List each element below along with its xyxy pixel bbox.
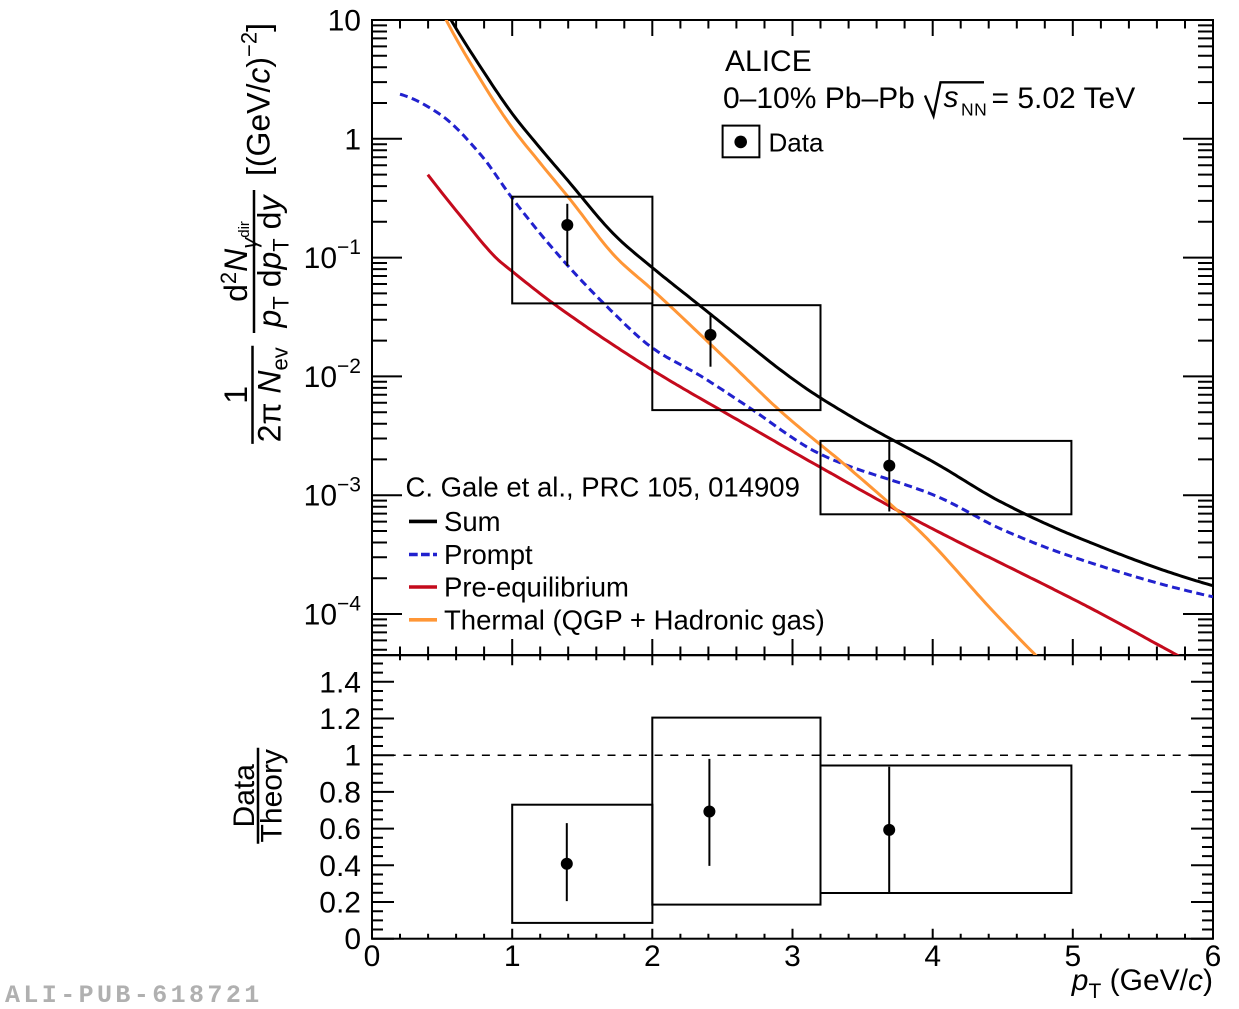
svg-text:3: 3 xyxy=(784,940,801,973)
svg-text:1: 1 xyxy=(344,740,361,773)
svg-text:ALICE: ALICE xyxy=(725,45,812,78)
svg-text:pT (GeV/c): pT (GeV/c) xyxy=(1071,964,1213,1003)
svg-text:0–10% Pb–Pb: 0–10% Pb–Pb xyxy=(723,82,915,115)
svg-text:Thermal (QGP + Hadronic gas): Thermal (QGP + Hadronic gas) xyxy=(444,604,825,635)
svg-text:0.8: 0.8 xyxy=(319,776,361,809)
svg-text:C. Gale et al., PRC 105, 01490: C. Gale et al., PRC 105, 014909 xyxy=(406,472,800,503)
svg-text:0.2: 0.2 xyxy=(319,887,361,920)
svg-text:1: 1 xyxy=(504,940,521,973)
svg-text:5: 5 xyxy=(1064,940,1081,973)
svg-text:Sum: Sum xyxy=(444,506,501,537)
svg-text:Data: Data xyxy=(228,764,261,828)
svg-text:4: 4 xyxy=(924,940,941,973)
svg-text:2: 2 xyxy=(644,940,661,973)
svg-text:Pre-equilibrium: Pre-equilibrium xyxy=(444,572,629,603)
svg-text:= 5.02 TeV: = 5.02 TeV xyxy=(992,82,1136,115)
svg-text:1.4: 1.4 xyxy=(319,666,361,699)
svg-text:Theory: Theory xyxy=(256,749,289,842)
svg-text:s: s xyxy=(944,81,959,114)
svg-text:0.6: 0.6 xyxy=(319,813,361,846)
svg-text:0: 0 xyxy=(364,940,381,973)
svg-text:1.2: 1.2 xyxy=(319,703,361,736)
svg-text:NN: NN xyxy=(961,100,987,120)
svg-text:ALI-PUB-618721: ALI-PUB-618721 xyxy=(5,981,263,1009)
svg-text:1: 1 xyxy=(218,386,254,404)
svg-text:Prompt: Prompt xyxy=(444,539,533,570)
svg-text:0.4: 0.4 xyxy=(319,850,361,883)
svg-text:10: 10 xyxy=(328,5,361,38)
svg-text:0: 0 xyxy=(344,923,361,956)
svg-text:1: 1 xyxy=(344,123,361,156)
svg-text:2π Nev: 2π Nev xyxy=(252,347,293,442)
svg-text:6: 6 xyxy=(1205,940,1222,973)
svg-text:Data: Data xyxy=(769,128,824,158)
svg-text:pT dpT dy: pT dpT dy xyxy=(252,194,294,329)
